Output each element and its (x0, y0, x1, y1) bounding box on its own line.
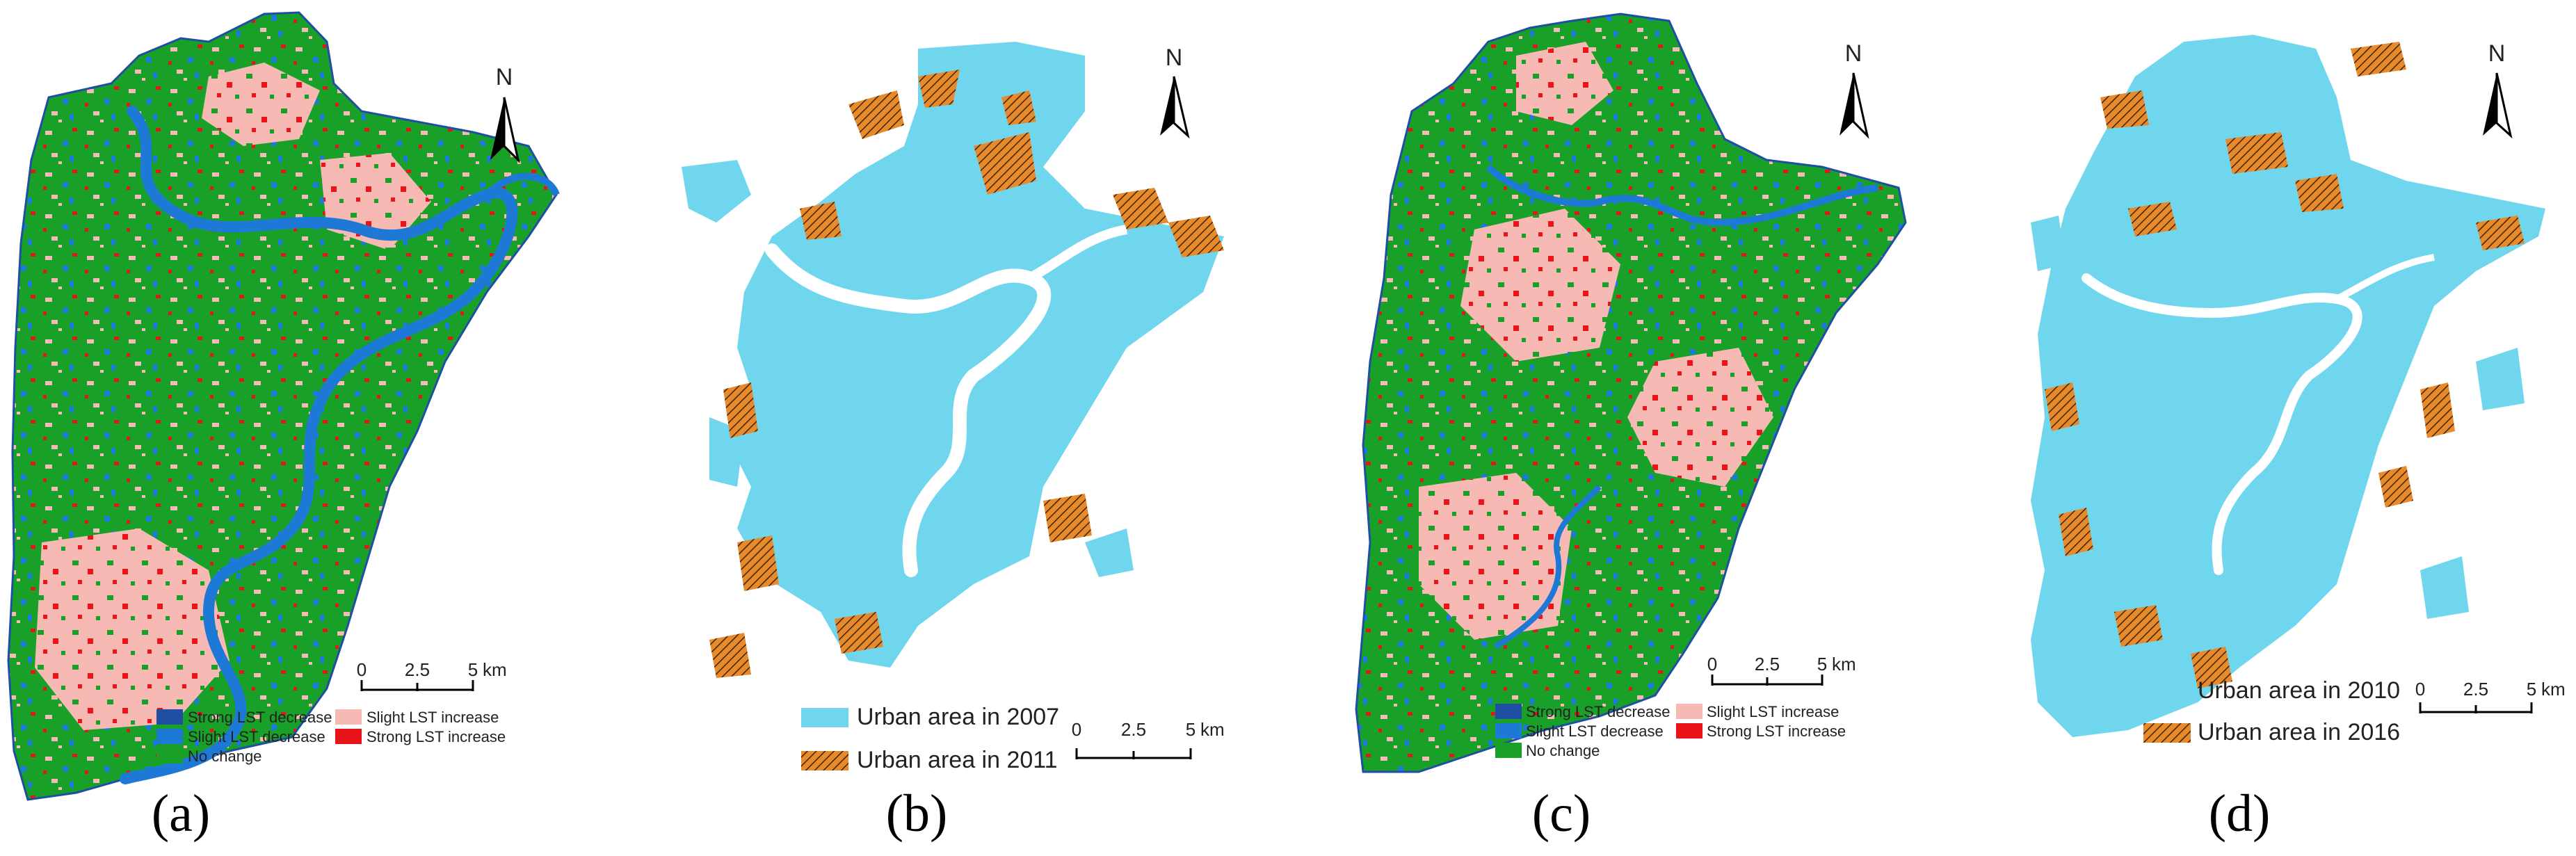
north-label: N (1166, 45, 1183, 71)
north-arrow-c: N (1840, 40, 1869, 139)
scale-tick-end: 5 (1186, 719, 1196, 740)
scale-tick-end: 5 (468, 659, 478, 680)
legend-label: Slight LST increase (367, 709, 499, 726)
north-arrow-icon (490, 97, 504, 160)
legend-c: Strong LST decrease Slight LST increase … (1495, 703, 1846, 759)
legend-label: Strong LST increase (367, 728, 506, 745)
river-d (2082, 273, 2362, 575)
scale-bar-d: 0 2.5 5 km (2415, 679, 2566, 713)
north-arrow-icon (1160, 76, 1174, 136)
north-arrow-b: N (1160, 45, 1190, 139)
legend-swatch (335, 729, 362, 744)
scale-tick-mid: 2.5 (1755, 654, 1780, 675)
scale-unit: km (1200, 719, 1225, 740)
scale-tick-0: 0 (2415, 679, 2425, 700)
panel-caption: (d) (2209, 784, 2271, 843)
hotspot-region-c2 (1627, 348, 1773, 487)
urban-area-2016-d (2045, 42, 2525, 688)
legend-label: Strong LST decrease (188, 709, 332, 726)
legend-swatch (156, 748, 183, 764)
legend-label: Urban area in 2011 (857, 747, 1058, 773)
river-branch-a (484, 172, 560, 197)
north-arrow-d: N (2483, 40, 2513, 139)
legend-label: Slight LST decrease (188, 728, 325, 745)
legend-swatch (1495, 723, 1522, 738)
legend-swatch (2143, 681, 2191, 701)
legend-swatch (1676, 723, 1702, 738)
scale-unit: km (2541, 679, 2566, 700)
scale-bar-c: 0 2.5 5 km (1707, 654, 1856, 686)
legend-label: Strong LST increase (1707, 722, 1846, 740)
river-c-south (1493, 485, 1602, 649)
legend-label: Urban area in 2010 (2198, 677, 2400, 704)
panel-caption: (a) (152, 784, 210, 843)
legend-swatch (2143, 723, 2191, 743)
panel-caption: (b) (886, 784, 948, 843)
legend-label: Slight LST decrease (1526, 722, 1664, 740)
legend-swatch (335, 709, 362, 725)
legend-swatch (801, 708, 848, 727)
urban-area-2011-b (709, 70, 1224, 678)
legend-swatch (1495, 743, 1522, 758)
legend-swatch (801, 751, 848, 770)
legend-a: Strong LST decrease Slight LST increase … (156, 709, 506, 765)
scale-unit: km (483, 659, 507, 680)
river-b (765, 243, 1052, 577)
legend-label: Urban area in 2007 (857, 704, 1059, 730)
hotspot-region-a1 (202, 63, 320, 146)
legend-label: Slight LST increase (1707, 703, 1839, 720)
hotspot-region-c3 (1419, 473, 1572, 640)
legend-swatch (156, 729, 183, 744)
river-c (1486, 164, 1878, 227)
scale-tick-end: 5 (2527, 679, 2536, 700)
panel-b: N Urban area in 2007 Urban area in 2011 … (682, 42, 1225, 843)
north-arrow-icon (2483, 73, 2497, 136)
scale-tick-mid: 2.5 (2463, 679, 2488, 700)
north-arrow-icon (1840, 73, 1853, 136)
legend-d: Urban area in 2010 Urban area in 2016 (2143, 677, 2400, 745)
river-a (120, 106, 518, 784)
legend-label: Strong LST decrease (1526, 703, 1671, 720)
hotspot-region-a2 (35, 528, 230, 730)
legend-label: No change (188, 748, 261, 765)
scale-bar-b: 0 2.5 5 km (1072, 719, 1225, 759)
north-label: N (2488, 40, 2506, 67)
scale-bar-a: 0 2.5 5 km (357, 659, 507, 691)
urban-area-2010-d (2031, 35, 2545, 737)
scale-tick-mid: 2.5 (405, 659, 430, 680)
north-label: N (1845, 40, 1862, 67)
scale-tick-0: 0 (1707, 654, 1717, 675)
legend-swatch (1495, 704, 1522, 719)
panel-d: N Urban area in 2010 Urban area in 2016 … (2031, 35, 2566, 843)
scale-tick-0: 0 (1072, 719, 1081, 740)
north-label: N (496, 64, 513, 90)
hotspot-region-c4 (1516, 42, 1613, 125)
legend-label: Urban area in 2016 (2198, 719, 2400, 745)
scale-unit: km (1832, 654, 1856, 675)
hotspot-region-c1 (1460, 209, 1620, 362)
legend-swatch (156, 709, 183, 725)
scale-tick-mid: 2.5 (1121, 719, 1146, 740)
scale-tick-end: 5 (1817, 654, 1827, 675)
panel-a: N 0 2.5 5 km Strong LST decrease Slight … (7, 11, 560, 843)
north-arrow-a: N (490, 64, 520, 163)
legend-b: Urban area in 2007 Urban area in 2011 (801, 704, 1059, 773)
scale-tick-0: 0 (357, 659, 367, 680)
legend-swatch (1676, 704, 1702, 719)
legend-label: No change (1526, 742, 1600, 759)
urban-area-2007-b (730, 42, 1224, 668)
panel-caption: (c) (1532, 784, 1591, 843)
panel-c: N 0 2.5 5 km Strong LST decrease Slight … (1355, 13, 1907, 843)
